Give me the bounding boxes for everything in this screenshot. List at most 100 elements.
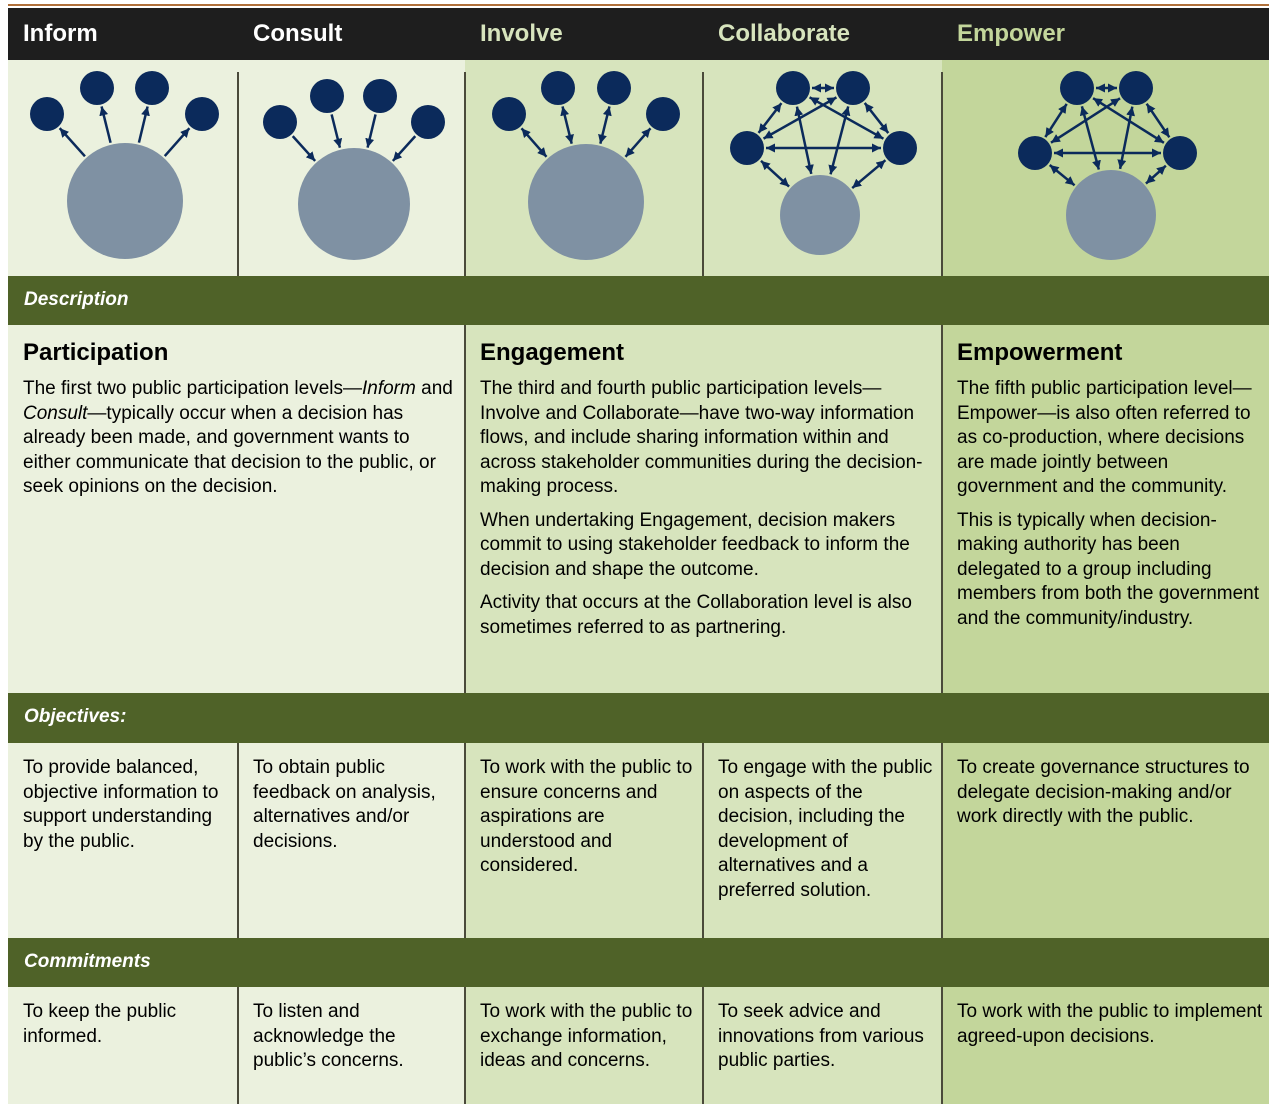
hub-circle [298, 148, 410, 260]
column-divider [941, 325, 943, 693]
commitments-text: To work with the public to exchange info… [480, 1001, 693, 1071]
arrow [863, 102, 890, 134]
commitments-cell: To work with the public to implement agr… [942, 987, 1269, 1104]
arrow [1145, 164, 1167, 185]
description-title: Participation [23, 339, 169, 366]
arrow [1050, 97, 1121, 144]
arrow [560, 106, 574, 145]
objectives-text: To obtain public feedback on analysis, a… [253, 757, 436, 852]
arrow [598, 106, 612, 145]
description-paragraph: The third and fourth public participatio… [480, 378, 923, 497]
section-band: Description [8, 276, 1269, 326]
column-header: Involve [480, 20, 563, 47]
arrow [757, 102, 783, 134]
text-run: The first two public participation level… [23, 378, 362, 399]
stakeholder-node [1119, 71, 1153, 105]
objectives-cell: To obtain public feedback on analysis, a… [238, 743, 465, 938]
commitments-cell: To keep the public informed. [8, 987, 238, 1104]
column-divider [941, 743, 943, 938]
stakeholder-node [363, 79, 397, 113]
stakeholder-node [776, 71, 810, 105]
arrow [137, 106, 150, 143]
arrow [58, 127, 86, 158]
arrow [1092, 97, 1165, 144]
stakeholder-node [411, 105, 445, 139]
description-title: Empowerment [957, 339, 1123, 366]
objectives-cell: To work with the public to ensure concer… [465, 743, 703, 938]
arrow [624, 127, 652, 158]
column-divider [237, 743, 239, 938]
arrow [762, 96, 838, 140]
column-header: Consult [253, 20, 343, 47]
column-divider [464, 325, 466, 693]
commitments-cell: To listen and acknowledge the public’s c… [238, 987, 465, 1104]
text-run: —typically occur when a decision has alr… [23, 402, 436, 498]
commitments-text: To listen and acknowledge the public’s c… [253, 1001, 404, 1071]
column-divider [464, 987, 466, 1104]
stakeholder-node [836, 71, 870, 105]
column-header: Empower [957, 20, 1066, 47]
top-rule [8, 4, 1269, 6]
description-paragraph: The fifth public participation level—Emp… [957, 378, 1252, 497]
description-cell: Engagement The third and fourth public pa… [465, 325, 942, 693]
column-divider [464, 743, 466, 938]
objectives-text: To engage with the public on aspects of … [718, 757, 933, 901]
arrow [99, 106, 112, 144]
arrow [760, 159, 790, 188]
description-paragraph: When undertaking Engagement, decision ma… [480, 509, 910, 580]
stakeholder-node [541, 71, 575, 105]
column-divider [237, 987, 239, 1104]
objectives-cell: To create governance structures to deleg… [942, 743, 1269, 938]
objectives-cell: To provide balanced, objective informati… [8, 743, 238, 938]
stakeholder-node [185, 97, 219, 131]
stakeholder-node [1018, 136, 1052, 170]
description-title: Engagement [480, 339, 625, 366]
column-divider [237, 72, 239, 276]
arrow [1079, 106, 1101, 170]
stakeholder-node [492, 97, 526, 131]
arrow [163, 127, 191, 157]
commitments-text: To keep the public informed. [23, 1001, 177, 1047]
column-divider [702, 72, 704, 276]
column-divider [941, 987, 943, 1104]
arrow [1145, 103, 1171, 138]
section-band: Commitments [8, 938, 1269, 988]
hub-circle [528, 144, 644, 260]
description-cell: Empowerment The fifth public participatio… [942, 325, 1269, 693]
commitments-cell: To seek advice and innovations from vari… [703, 987, 942, 1104]
stakeholder-node [1163, 136, 1197, 170]
commitments-text: To work with the public to implement agr… [957, 1001, 1263, 1047]
header-bar [8, 8, 1269, 60]
hub-circle [67, 143, 183, 259]
arrow [291, 135, 317, 162]
objectives-text: To provide balanced, objective informati… [23, 757, 219, 852]
hub-circle [780, 175, 860, 255]
arrow [1044, 103, 1068, 138]
text-run: Consult [23, 402, 88, 424]
text-run: and [415, 378, 453, 399]
commitments-cell: To work with the public to exchange info… [465, 987, 703, 1104]
objectives-cell: To engage with the public on aspects of … [703, 743, 942, 938]
stakeholder-node [30, 97, 64, 131]
arrow [365, 114, 377, 148]
column-divider [941, 72, 943, 276]
stakeholder-node [263, 105, 297, 139]
column-header: Inform [23, 20, 98, 47]
objectives-text: To create governance structures to deleg… [957, 757, 1250, 827]
column-divider [702, 743, 704, 938]
stakeholder-node [135, 71, 169, 105]
hub-circle [1066, 170, 1156, 260]
stakeholder-node [646, 97, 680, 131]
arrow [1048, 164, 1076, 187]
description-paragraph: The first two public participation level… [23, 377, 457, 500]
arrow [330, 114, 343, 149]
column-header: Collaborate [718, 20, 851, 47]
stakeholder-node [310, 79, 344, 113]
commitments-text: To seek advice and innovations from vari… [718, 1001, 924, 1071]
stakeholder-node [597, 71, 631, 105]
text-run: Inform [361, 378, 416, 399]
section-band: Objectives: [8, 693, 1269, 743]
arrow [520, 127, 548, 158]
description-paragraph: This is typically when decision-making a… [957, 509, 1260, 629]
